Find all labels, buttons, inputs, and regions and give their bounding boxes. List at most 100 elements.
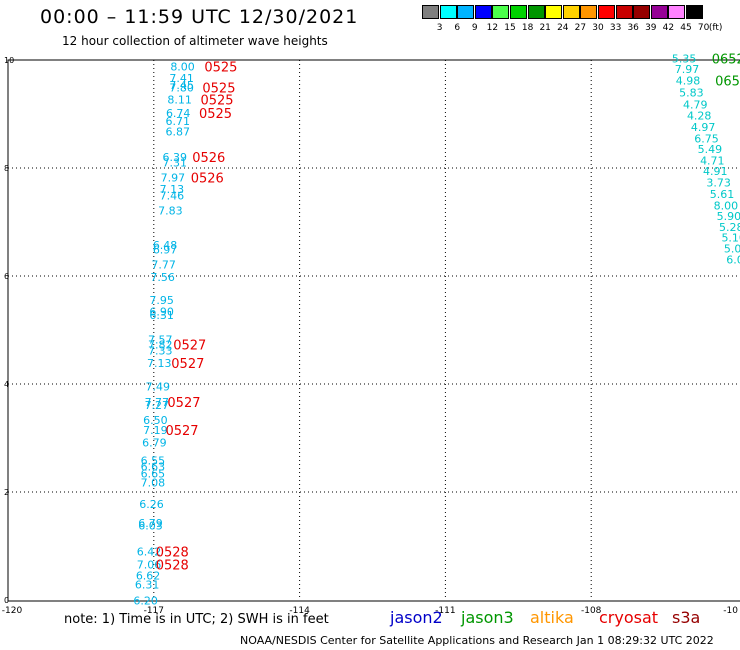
legend-label: 36 (627, 23, 639, 33)
legend-label: 33 (609, 23, 622, 33)
legend-swatch (598, 5, 615, 19)
satellite-name: s3a (672, 608, 701, 627)
y-tick-label: 4 (4, 380, 9, 389)
swh-reading: 7.41 (169, 72, 194, 85)
swh-reading: 7.57 (148, 334, 173, 347)
swh-reading: 6.87 (165, 125, 190, 138)
swh-reading: 7.13 (147, 357, 172, 370)
swh-reading: 5.05 (724, 242, 740, 255)
pass-time-label: 0526 (192, 151, 225, 166)
swh-reading: 8.11 (167, 93, 192, 106)
legend-label: 39 (645, 23, 657, 33)
swh-reading: 8.00 (714, 199, 739, 212)
legend-swatch (668, 5, 686, 19)
x-tick-label: -117 (144, 606, 164, 616)
swh-reading: 7.83 (158, 205, 183, 218)
pass-time-label: 0525 (204, 60, 237, 75)
swh-reading: 8.00 (170, 60, 195, 73)
x-tick-label: -120 (2, 606, 23, 616)
swh-reading: 7.08 (141, 476, 166, 489)
swh-reading: 7.49 (146, 381, 171, 394)
map-subtitle: 12 hour collection of altimeter wave hei… (62, 34, 328, 48)
legend-swatch (457, 5, 475, 19)
swh-reading: 7.31 (163, 157, 188, 170)
legend-label: 42 (662, 23, 675, 33)
satellite-name: jason2 (390, 608, 443, 627)
swh-reading: 6.31 (135, 578, 160, 591)
satellite-name: cryosat (599, 608, 659, 627)
legend-label: 21 (539, 23, 551, 33)
legend-swatch (527, 5, 545, 19)
pass-time-label: 0527 (167, 396, 200, 411)
legend-swatch (439, 5, 457, 19)
pass-time-label: 0525 (202, 82, 235, 97)
swh-reading: 6.65 (141, 468, 166, 481)
swh-reading: 4.71 (700, 154, 725, 167)
map-frame (7, 59, 740, 602)
legend-label: 6 (454, 23, 461, 33)
legend-swatch (492, 5, 510, 19)
pass-time-label: 0526 (191, 172, 224, 187)
swh-reading: 5.49 (698, 143, 723, 156)
swh-reading: 7.77 (151, 259, 176, 272)
map-title: 00:00 – 11:59 UTC 12/30/2021 (40, 6, 359, 28)
pass-time-label: 0525 (200, 93, 233, 108)
swh-reading: 6.03 (138, 519, 163, 532)
map-grid (8, 60, 740, 600)
legend-label: 18 (521, 23, 534, 33)
legend-swatch (686, 5, 703, 19)
legend-swatch (474, 5, 492, 19)
satellite-name: altika (530, 608, 574, 627)
swh-reading: 7.56 (150, 271, 175, 284)
x-tick-label: -114 (289, 606, 310, 616)
legend-label: 70 (697, 23, 710, 33)
x-tick-label: -108 (581, 606, 602, 616)
legend-label: 24 (557, 23, 569, 33)
swh-reading: 6.63 (141, 461, 166, 474)
y-tick-label: 10 (4, 56, 14, 65)
legend-label: 30 (592, 23, 604, 33)
swh-reading: 6.62 (136, 570, 161, 583)
swh-reading: 6.26 (139, 498, 164, 511)
legend-swatch (562, 5, 580, 19)
legend-label: 3 (436, 23, 443, 33)
swh-reading: 4.91 (703, 165, 728, 178)
swh-reading: 5.90 (717, 210, 740, 223)
swh-reading: 6.00 (726, 253, 740, 266)
footnote: note: 1) Time is in UTC; 2) SWH is in fe… (64, 612, 329, 627)
swh-reading: 6.31 (149, 309, 174, 322)
swh-reading: 6.97 (153, 244, 178, 257)
y-tick-label: 6 (4, 272, 9, 281)
pass-time-label: 0528 (156, 545, 189, 560)
swh-reading: 6.79 (138, 517, 163, 530)
legend-swatch (615, 5, 633, 19)
pass-time-label: 0525 (199, 107, 232, 122)
swh-reading: 5.10 (721, 232, 740, 245)
swh-reading: 5.83 (679, 86, 704, 99)
y-tick-label: 8 (4, 164, 9, 173)
legend-label: 9 (471, 23, 478, 33)
swh-reading: 7.77 (145, 396, 170, 409)
pass-time-label: 0652 (715, 75, 740, 90)
legend-swatch (650, 5, 668, 19)
x-tick-label: -10 (723, 606, 738, 616)
swh-reading: 7.80 (169, 82, 194, 95)
legend-swatch (422, 5, 439, 19)
swh-reading: 5.61 (710, 188, 735, 201)
pass-time-label: 0527 (173, 339, 206, 354)
swh-reading: 6.55 (141, 455, 166, 468)
legend-swatch (510, 5, 527, 19)
legend-swatch (545, 5, 563, 19)
pass-time-label: 0527 (165, 424, 198, 439)
legend-swatch (633, 5, 651, 19)
y-tick-label: 0 (4, 596, 9, 605)
axis-ticks: -120 -117 -114 -111 -108 -10 10 8 6 4 2 0 (2, 56, 738, 616)
swh-reading: 6.50 (143, 414, 168, 427)
swh-reading: 6.20 (133, 595, 158, 608)
swh-reading: 6.48 (153, 239, 178, 252)
swh-reading: 7.82 (148, 339, 173, 352)
swh-reading: 7.13 (160, 183, 185, 196)
swh-reading: 7.97 (161, 172, 186, 185)
swh-reading: 7.97 (675, 63, 700, 76)
